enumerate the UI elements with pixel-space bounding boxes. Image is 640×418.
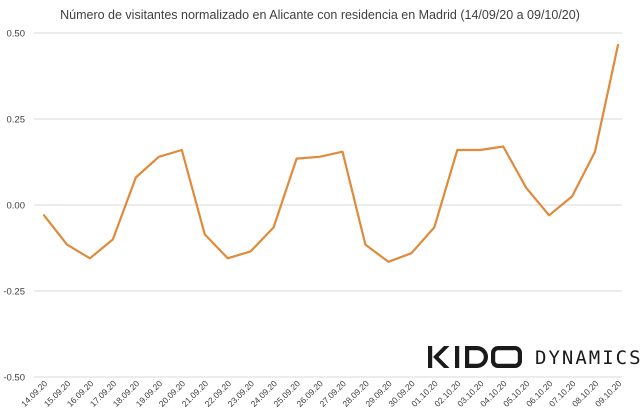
y-tick-label: 0.00 bbox=[7, 201, 26, 212]
kido-dynamics-logo: DYNAMICS bbox=[428, 346, 640, 369]
y-tick-label: 0.50 bbox=[7, 29, 26, 40]
y-tick-label: 0.25 bbox=[7, 115, 26, 126]
gridlines bbox=[34, 32, 622, 378]
series-layer bbox=[42, 43, 620, 263]
chart-title: Número de visitantes normalizado en Alic… bbox=[60, 8, 580, 22]
series-line bbox=[42, 43, 620, 263]
x-axis-tick-labels: 14.09.2015.09.2016.09.2017.09.2018.09.20… bbox=[19, 378, 624, 409]
y-axis-tick-labels: 0.50 0.25 0.00 -0.25 -0.50 bbox=[3, 29, 25, 384]
y-tick-label: -0.25 bbox=[3, 287, 25, 298]
y-tick-label: -0.50 bbox=[3, 373, 25, 384]
logo-dynamics-text: DYNAMICS bbox=[535, 347, 640, 369]
